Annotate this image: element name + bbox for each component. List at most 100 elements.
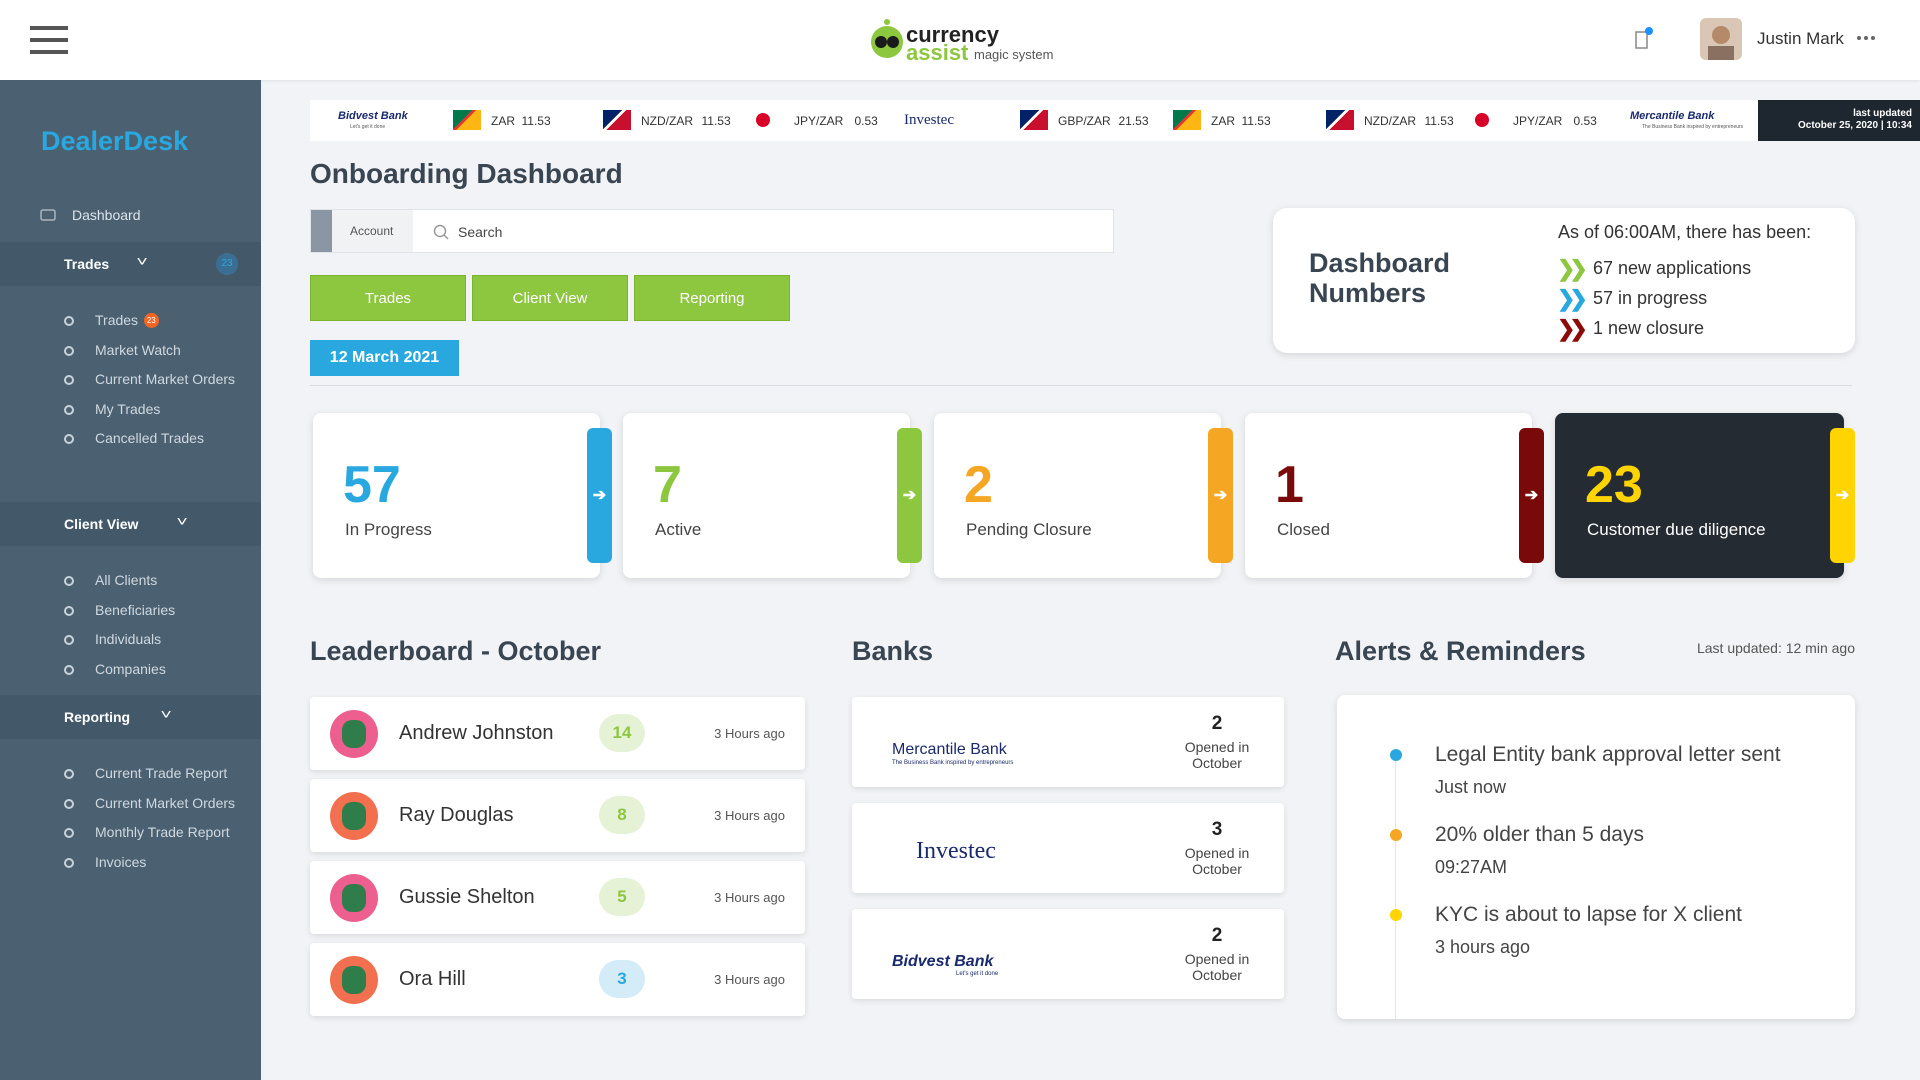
stat-card[interactable]: 7 Active — [623, 413, 910, 578]
chevron-icon: ❯❯ — [1557, 286, 1588, 311]
nav-link[interactable]: Individuals — [95, 631, 162, 647]
nav-link[interactable]: My Trades — [95, 400, 161, 417]
numbers-item: 57 in progress — [1593, 288, 1708, 308]
pair: ZAR — [491, 114, 515, 128]
tab-button[interactable]: Client View — [472, 275, 628, 321]
leader-score: 14 — [599, 714, 645, 752]
leader-row: Gussie Shelton 5 3 Hours ago — [310, 861, 805, 934]
stat-value: 23 — [1585, 456, 1643, 514]
nav-bullet — [64, 404, 74, 415]
nav-link[interactable]: Companies — [95, 660, 166, 677]
flag — [1020, 110, 1048, 130]
divider — [310, 385, 1852, 386]
flag — [756, 113, 770, 127]
bank-logo: Mercantile Bank — [1630, 110, 1715, 122]
page-title: Onboarding Dashboard — [310, 158, 623, 189]
avatar[interactable] — [1700, 18, 1742, 60]
flag — [453, 110, 481, 130]
nav-link[interactable]: Market Watch — [95, 341, 181, 358]
bank-count: 2 — [1211, 713, 1223, 734]
ticker: last updated October 25, 2020 | 10:34 Bi… — [310, 100, 1920, 141]
stat-label: Pending Closure — [966, 520, 1092, 539]
rate: 21.53 — [1118, 114, 1149, 128]
nav-link[interactable]: Current Trade Report — [95, 765, 228, 781]
numbers-intro: As of 06:00AM, there has been: — [1558, 222, 1812, 242]
bank-label: Opened in October — [1184, 739, 1250, 771]
stat-tab[interactable]: ➔ — [1208, 428, 1233, 563]
pair: ZAR — [1211, 114, 1235, 128]
tab-button[interactable]: Reporting — [634, 275, 790, 321]
search-input[interactable]: Search — [458, 224, 503, 240]
rate: 0.53 — [854, 114, 878, 128]
stat-card[interactable]: 1 Closed — [1245, 413, 1532, 578]
stat-card[interactable]: 23 Customer due diligence — [1555, 413, 1844, 578]
bank-row: Investec 3 Opened in October — [852, 803, 1284, 893]
tab-button[interactable]: Trades — [310, 275, 466, 321]
notification-icon[interactable] — [1634, 26, 1654, 50]
alert-text: Legal Entity bank approval letter sent — [1435, 743, 1781, 766]
leader-row: Ray Douglas 8 3 Hours ago — [310, 779, 805, 852]
dropdown-toggle[interactable] — [311, 210, 332, 252]
section-title: Trades — [64, 256, 110, 272]
bank-label: Opened in October — [1184, 951, 1250, 983]
leader-score: 5 — [599, 878, 645, 916]
stat-value: 2 — [964, 456, 993, 514]
section-title: Leaderboard - October — [310, 636, 602, 666]
flag — [1326, 110, 1354, 130]
leader-score: 3 — [599, 960, 645, 998]
rate: 0.53 — [1573, 114, 1597, 128]
menu-icon[interactable] — [30, 26, 68, 54]
nav-link[interactable]: Dashboard — [72, 207, 141, 223]
leader-time: 3 Hours ago — [714, 890, 785, 905]
nav-link[interactable]: Invoices — [95, 853, 147, 870]
last-updated-label: last updated — [1853, 108, 1912, 119]
stat-label: Active — [655, 520, 702, 539]
nav-link[interactable]: Monthly Trade Report — [95, 824, 230, 840]
section-title: Reporting — [64, 709, 131, 725]
more-icon[interactable] — [1856, 35, 1876, 41]
chevron: ˅ — [176, 513, 188, 529]
bank-tagline: The Business Bank inspired by entreprene… — [892, 760, 1014, 766]
nav-bullet — [64, 664, 74, 675]
stat-tab[interactable]: ➔ — [587, 428, 612, 563]
nav-bullet — [64, 345, 74, 356]
stat-card[interactable]: 2 Pending Closure — [934, 413, 1221, 578]
bank-label: Opened in October — [1184, 845, 1250, 877]
pair: JPY/ZAR — [1513, 114, 1563, 128]
section-title: Alerts & Reminders — [1335, 636, 1586, 666]
logo-tagline: magic system — [974, 47, 1054, 62]
chevron: ˅ — [136, 253, 148, 269]
nav-section[interactable]: Client View ˅ — [0, 502, 261, 546]
stat-tab[interactable]: ➔ — [1519, 428, 1544, 563]
nav-link[interactable]: Current Market Orders — [95, 794, 236, 811]
stat-tab[interactable]: ➔ — [897, 428, 922, 563]
chevron-icon: ❯❯ — [1557, 256, 1588, 281]
last-updated-time: October 25, 2020 | 10:34 — [1798, 120, 1912, 131]
nav-bullet — [64, 375, 74, 385]
nav-link[interactable]: Current Market Orders — [95, 371, 236, 387]
nav-bullet — [64, 316, 74, 326]
nav-section[interactable]: Trades ˅ 23 — [0, 242, 261, 286]
bank-tagline: Let's get it done — [350, 124, 386, 130]
user-name[interactable]: Justin Mark — [1757, 29, 1844, 48]
nav-link[interactable]: All Clients — [95, 572, 158, 588]
nav-section[interactable]: Reporting ˅ — [0, 695, 261, 739]
flag — [1173, 110, 1201, 130]
date-badge: 12 March 2021 — [310, 340, 459, 376]
pair: JPY/ZAR — [794, 114, 844, 128]
nav-link[interactable]: Trades — [95, 312, 139, 328]
stat-tab[interactable]: ➔ — [1830, 428, 1855, 563]
avatar — [330, 874, 378, 922]
last-updated: last updated October 25, 2020 | 10:34 — [1758, 100, 1920, 141]
stat-card[interactable]: 57 In Progress — [313, 413, 600, 578]
brand: DealerDesk — [41, 126, 189, 156]
nav-link[interactable]: Beneficiaries — [95, 601, 176, 618]
search-filter[interactable]: Account — [332, 210, 413, 252]
bank-count: 3 — [1211, 819, 1223, 840]
chevron: ˅ — [160, 706, 172, 722]
nav-link[interactable]: Cancelled Trades — [95, 430, 204, 446]
bank-logo: Investec — [916, 838, 996, 864]
rate: 11.53 — [701, 114, 731, 128]
avatar-face — [342, 884, 366, 912]
